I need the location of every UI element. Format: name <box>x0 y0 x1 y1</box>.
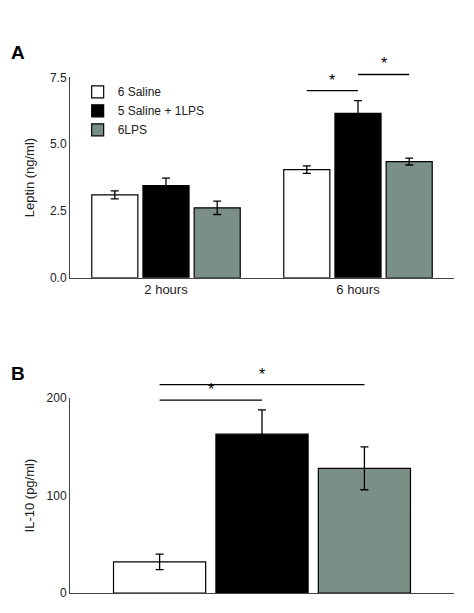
svg-text:2 hours: 2 hours <box>144 282 188 297</box>
svg-text:*: * <box>208 381 214 398</box>
svg-text:A: A <box>11 42 25 63</box>
svg-text:*: * <box>259 366 265 383</box>
svg-text:6 hours: 6 hours <box>336 282 380 297</box>
svg-text:100: 100 <box>47 489 67 503</box>
svg-text:IL-10 (pg/ml): IL-10 (pg/ml) <box>22 459 37 533</box>
svg-text:6LPS: 6LPS <box>118 123 147 137</box>
svg-text:*: * <box>329 72 335 89</box>
svg-text:*: * <box>381 55 387 72</box>
svg-text:5 Saline + 1LPS: 5 Saline + 1LPS <box>118 104 204 118</box>
svg-text:Leptin (ng/ml): Leptin (ng/ml) <box>22 138 37 217</box>
svg-text:0.0: 0.0 <box>50 271 67 285</box>
svg-text:200: 200 <box>47 391 67 405</box>
svg-text:6 Saline: 6 Saline <box>118 85 162 99</box>
svg-text:0: 0 <box>60 586 67 600</box>
svg-text:5.0: 5.0 <box>50 137 67 151</box>
svg-text:2.5: 2.5 <box>50 204 67 218</box>
svg-text:B: B <box>11 363 25 384</box>
svg-text:7.5: 7.5 <box>50 71 67 85</box>
